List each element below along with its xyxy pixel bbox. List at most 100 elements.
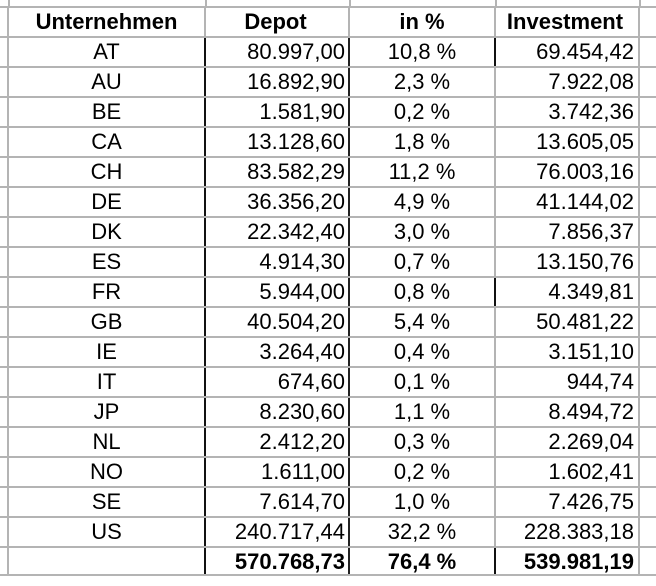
percent-cell[interactable]: 0,7 %: [350, 248, 496, 276]
investment-cell[interactable]: 50.481,22: [496, 308, 640, 336]
percent-cell[interactable]: 0,8 %: [350, 278, 496, 306]
empty-cell[interactable]: [640, 488, 656, 516]
country-cell[interactable]: SE: [9, 488, 206, 516]
country-cell[interactable]: CH: [9, 158, 206, 186]
percent-cell[interactable]: 1,0 %: [350, 488, 496, 516]
investment-cell[interactable]: 7.922,08: [496, 68, 640, 96]
percent-cell[interactable]: 0,3 %: [350, 428, 496, 456]
country-cell[interactable]: CA: [9, 128, 206, 156]
row-gutter: [0, 428, 9, 456]
empty-cell[interactable]: [640, 98, 656, 126]
header-investment[interactable]: Investment: [496, 8, 640, 36]
investment-cell[interactable]: 228.383,18: [496, 518, 640, 546]
empty-cell[interactable]: [640, 548, 656, 574]
depot-cell[interactable]: 40.504,20: [206, 308, 350, 336]
empty-cell[interactable]: [640, 278, 656, 306]
country-cell[interactable]: FR: [9, 278, 206, 306]
depot-cell[interactable]: 1.611,00: [206, 458, 350, 486]
depot-cell[interactable]: 4.914,30: [206, 248, 350, 276]
country-cell[interactable]: IE: [9, 338, 206, 366]
empty-cell[interactable]: [640, 338, 656, 366]
empty-cell[interactable]: [640, 38, 656, 66]
header-in-percent[interactable]: in %: [350, 8, 496, 36]
percent-cell[interactable]: 0,2 %: [350, 458, 496, 486]
empty-cell[interactable]: [640, 248, 656, 276]
depot-cell[interactable]: 7.614,70: [206, 488, 350, 516]
depot-cell[interactable]: 8.230,60: [206, 398, 350, 426]
investment-cell[interactable]: 7.426,75: [496, 488, 640, 516]
empty-cell[interactable]: [640, 128, 656, 156]
investment-cell[interactable]: 13.605,05: [496, 128, 640, 156]
empty-cell[interactable]: [640, 68, 656, 96]
investment-cell[interactable]: 539.981,19: [496, 548, 640, 574]
investment-cell[interactable]: 69.454,42: [496, 38, 640, 66]
depot-cell[interactable]: 13.128,60: [206, 128, 350, 156]
country-cell[interactable]: ES: [9, 248, 206, 276]
depot-cell[interactable]: 16.892,90: [206, 68, 350, 96]
country-cell[interactable]: US: [9, 518, 206, 546]
empty-cell[interactable]: [640, 428, 656, 456]
row-gutter: [0, 278, 9, 306]
depot-cell[interactable]: 36.356,20: [206, 188, 350, 216]
country-cell[interactable]: IT: [9, 368, 206, 396]
percent-cell[interactable]: 2,3 %: [350, 68, 496, 96]
investment-cell[interactable]: 3.742,36: [496, 98, 640, 126]
percent-cell[interactable]: 10,8 %: [350, 38, 496, 66]
percent-cell[interactable]: 0,2 %: [350, 98, 496, 126]
depot-cell[interactable]: 83.582,29: [206, 158, 350, 186]
percent-cell[interactable]: 32,2 %: [350, 518, 496, 546]
investment-cell[interactable]: 1.602,41: [496, 458, 640, 486]
empty-cell[interactable]: [640, 518, 656, 546]
percent-cell[interactable]: 1,1 %: [350, 398, 496, 426]
depot-cell[interactable]: 1.581,90: [206, 98, 350, 126]
country-cell[interactable]: AU: [9, 68, 206, 96]
empty-cell[interactable]: [640, 458, 656, 486]
header-depot[interactable]: Depot: [206, 8, 350, 36]
investment-cell[interactable]: 8.494,72: [496, 398, 640, 426]
row-gutter: [0, 188, 9, 216]
investment-cell[interactable]: 7.856,37: [496, 218, 640, 246]
depot-cell[interactable]: 22.342,40: [206, 218, 350, 246]
percent-cell[interactable]: 76,4 %: [350, 548, 496, 574]
investment-cell[interactable]: 944,74: [496, 368, 640, 396]
investment-cell[interactable]: 3.151,10: [496, 338, 640, 366]
investment-cell[interactable]: 41.144,02: [496, 188, 640, 216]
country-cell[interactable]: [9, 548, 206, 574]
row-gutter: [0, 38, 9, 66]
depot-cell[interactable]: 674,60: [206, 368, 350, 396]
country-cell[interactable]: GB: [9, 308, 206, 336]
depot-cell[interactable]: 80.997,00: [206, 38, 350, 66]
empty-cell[interactable]: [640, 158, 656, 186]
depot-cell[interactable]: 570.768,73: [206, 548, 350, 574]
country-cell[interactable]: AT: [9, 38, 206, 66]
depot-cell[interactable]: 5.944,00: [206, 278, 350, 306]
empty-cell[interactable]: [640, 8, 656, 36]
depot-cell[interactable]: 3.264,40: [206, 338, 350, 366]
empty-cell[interactable]: [640, 218, 656, 246]
country-cell[interactable]: DK: [9, 218, 206, 246]
percent-cell[interactable]: 0,4 %: [350, 338, 496, 366]
country-cell[interactable]: BE: [9, 98, 206, 126]
depot-cell[interactable]: 2.412,20: [206, 428, 350, 456]
country-cell[interactable]: JP: [9, 398, 206, 426]
header-unternehmen[interactable]: Unternehmen: [9, 8, 206, 36]
empty-cell[interactable]: [640, 188, 656, 216]
percent-cell[interactable]: 1,8 %: [350, 128, 496, 156]
country-cell[interactable]: NL: [9, 428, 206, 456]
empty-cell[interactable]: [640, 368, 656, 396]
empty-cell[interactable]: [640, 308, 656, 336]
percent-cell[interactable]: 5,4 %: [350, 308, 496, 336]
investment-cell[interactable]: 76.003,16: [496, 158, 640, 186]
empty-cell[interactable]: [640, 398, 656, 426]
percent-cell[interactable]: 11,2 %: [350, 158, 496, 186]
percent-cell[interactable]: 3,0 %: [350, 218, 496, 246]
investment-cell[interactable]: 13.150,76: [496, 248, 640, 276]
percent-cell[interactable]: 0,1 %: [350, 368, 496, 396]
investment-cell[interactable]: 4.349,81: [496, 278, 640, 306]
depot-cell[interactable]: 240.717,44: [206, 518, 350, 546]
country-cell[interactable]: DE: [9, 188, 206, 216]
country-cell[interactable]: NO: [9, 458, 206, 486]
investment-cell[interactable]: 2.269,04: [496, 428, 640, 456]
percent-cell[interactable]: 4,9 %: [350, 188, 496, 216]
row-gutter: [0, 338, 9, 366]
